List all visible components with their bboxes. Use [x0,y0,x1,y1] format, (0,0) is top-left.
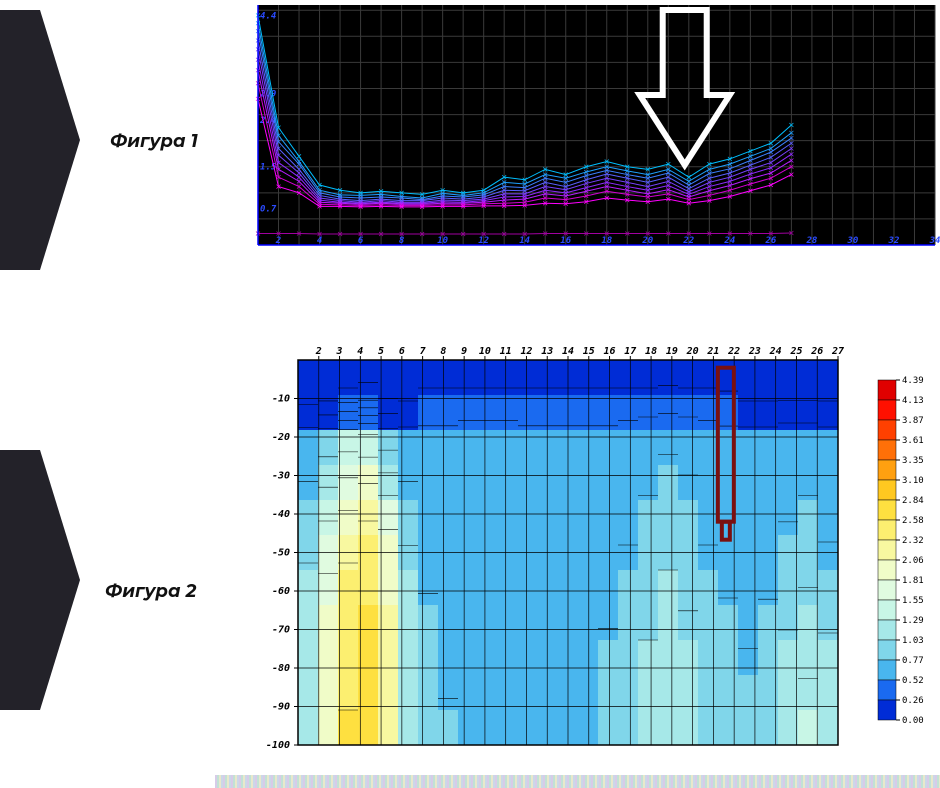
figure1-caption: Фигура 1 [110,130,198,152]
svg-text:2.32: 2.32 [902,536,924,546]
svg-text:-70: -70 [272,625,290,636]
svg-text:9: 9 [461,346,467,357]
svg-text:0.77: 0.77 [902,656,924,666]
svg-text:19: 19 [666,346,678,357]
svg-text:10: 10 [479,346,491,357]
svg-text:18: 18 [645,346,657,357]
figure2-caption: Фигура 2 [105,580,196,602]
svg-text:26: 26 [810,346,823,357]
decor-wedge-bottom [0,450,80,710]
svg-text:4: 4 [357,346,363,357]
svg-text:2: 2 [315,346,322,357]
svg-text:21: 21 [706,346,719,357]
svg-text:0.00: 0.00 [902,716,924,726]
svg-text:-100: -100 [266,740,290,751]
figure1-chart: 2468101214161820222426283032340.71.52.42… [240,0,940,260]
noise-strip [215,775,940,788]
decor-wedge-top [0,10,80,270]
svg-text:-50: -50 [272,548,290,559]
svg-text:17: 17 [624,346,636,357]
svg-text:2.58: 2.58 [902,516,924,526]
svg-text:3.10: 3.10 [902,476,924,486]
svg-text:-30: -30 [272,471,290,482]
svg-text:-20: -20 [272,432,290,443]
svg-text:3.35: 3.35 [902,456,924,466]
svg-text:0.7: 0.7 [260,204,277,214]
svg-text:27: 27 [831,346,844,357]
svg-text:-80: -80 [272,663,290,674]
svg-text:20: 20 [686,346,699,357]
svg-text:0.26: 0.26 [902,696,924,706]
svg-text:13: 13 [541,346,553,357]
svg-text:6: 6 [399,346,405,357]
svg-text:2.84: 2.84 [902,496,924,506]
svg-text:-40: -40 [272,509,290,520]
svg-text:3.61: 3.61 [902,436,924,446]
svg-text:5: 5 [378,346,384,357]
svg-text:4.4: 4.4 [260,11,276,21]
svg-text:16: 16 [604,346,616,357]
svg-text:4.39: 4.39 [902,376,924,386]
svg-text:4.13: 4.13 [902,396,924,406]
svg-text:7: 7 [420,346,426,357]
svg-text:3: 3 [336,346,343,357]
svg-text:22: 22 [727,346,740,357]
svg-text:-90: -90 [272,702,290,713]
svg-text:12: 12 [520,346,532,357]
svg-text:11: 11 [500,346,512,357]
svg-text:1.03: 1.03 [902,636,924,646]
svg-text:3.87: 3.87 [902,416,924,426]
svg-text:-10: -10 [272,394,290,405]
figure2-heatmap: 2345678910111213141516171819202122232425… [238,335,938,765]
svg-text:1.81: 1.81 [902,576,924,586]
svg-text:25: 25 [789,346,802,357]
svg-text:1.29: 1.29 [902,616,924,626]
svg-text:8: 8 [440,346,446,357]
svg-text:-60: -60 [272,586,290,597]
svg-text:2.06: 2.06 [902,556,924,566]
svg-text:0.52: 0.52 [902,676,924,686]
svg-text:24: 24 [769,346,782,357]
svg-text:14: 14 [562,346,574,357]
svg-text:15: 15 [583,346,595,357]
svg-text:1.55: 1.55 [902,596,924,606]
svg-text:23: 23 [748,346,761,357]
